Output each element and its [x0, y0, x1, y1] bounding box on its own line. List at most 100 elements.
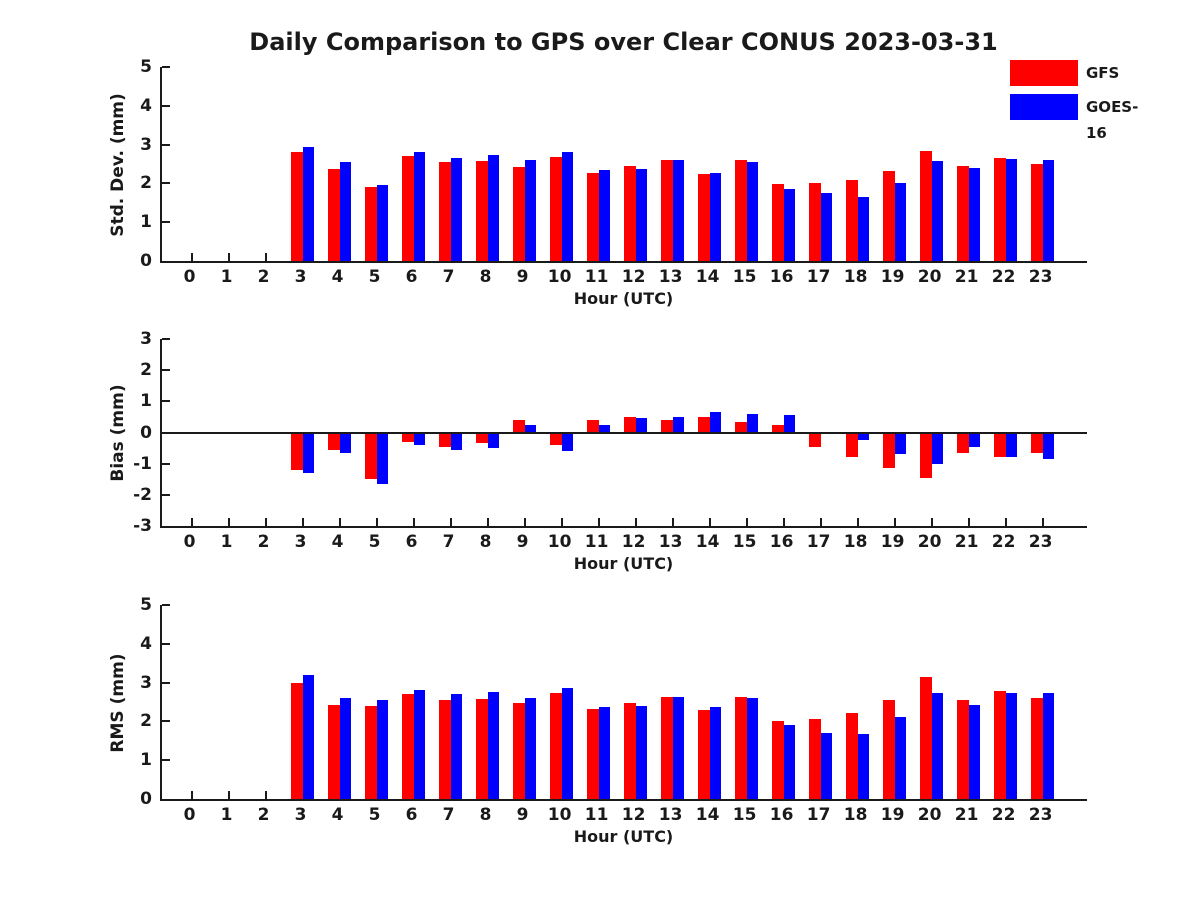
x-tick — [930, 791, 933, 799]
bar-gfs-hour-20 — [920, 432, 932, 478]
x-tick-label: 10 — [547, 805, 572, 825]
bar-gfs-hour-13 — [661, 160, 673, 261]
x-tick-label: 7 — [442, 267, 455, 287]
bar-goes-16-hour-20 — [931, 692, 944, 799]
x-tick-label: 12 — [621, 532, 646, 552]
bar-gfs-hour-5 — [365, 705, 377, 799]
x-tick — [634, 518, 637, 526]
bar-goes-16-hour-18 — [857, 432, 870, 441]
bar-goes-16-hour-22 — [1005, 159, 1018, 261]
x-tick-label: 12 — [621, 805, 646, 825]
x-tick-label: 6 — [405, 267, 418, 287]
x-tick — [708, 253, 711, 261]
bias-y-axis-label: Bias (mm) — [108, 384, 128, 482]
x-tick — [819, 518, 822, 526]
bar-goes-16-hour-12 — [635, 169, 648, 261]
bar-goes-16-hour-6 — [413, 152, 426, 261]
x-tick — [893, 253, 896, 261]
x-tick — [782, 253, 785, 261]
bar-gfs-hour-10 — [550, 157, 562, 261]
bar-gfs-hour-15 — [735, 160, 747, 261]
bar-goes-16-hour-4 — [339, 698, 352, 799]
bar-gfs-hour-17 — [809, 719, 821, 799]
bar-gfs-hour-19 — [883, 432, 895, 469]
x-tick-label: 20 — [917, 805, 942, 825]
bar-gfs-hour-4 — [328, 169, 340, 261]
bar-goes-16-hour-11 — [598, 169, 611, 261]
bar-goes-16-hour-12 — [635, 705, 648, 799]
x-tick-label: 0 — [183, 267, 196, 287]
x-tick-label: 0 — [183, 532, 196, 552]
bar-gfs-hour-11 — [587, 172, 599, 261]
bar-goes-16-hour-21 — [968, 167, 981, 261]
x-tick-label: 19 — [880, 267, 905, 287]
bar-gfs-hour-7 — [439, 700, 451, 799]
x-tick-label: 6 — [405, 805, 418, 825]
bar-goes-16-hour-17 — [820, 733, 833, 799]
bar-goes-16-hour-17 — [820, 193, 833, 261]
x-tick — [301, 518, 304, 526]
bar-goes-16-hour-16 — [783, 189, 796, 261]
bar-gfs-hour-13 — [661, 697, 673, 799]
bar-goes-16-hour-13 — [672, 416, 685, 433]
bar-goes-16-hour-6 — [413, 432, 426, 445]
y-tick-label: 1 — [140, 750, 152, 771]
y-tick — [162, 720, 170, 723]
x-tick-label: 3 — [294, 805, 307, 825]
x-tick — [301, 253, 304, 261]
bar-goes-16-hour-5 — [376, 432, 389, 484]
bar-goes-16-hour-5 — [376, 184, 389, 261]
x-tick — [597, 518, 600, 526]
x-tick — [560, 791, 563, 799]
x-tick — [893, 791, 896, 799]
y-tick-label: -3 — [133, 516, 152, 536]
bar-gfs-hour-9 — [513, 703, 525, 799]
x-tick-label: 6 — [405, 532, 418, 552]
x-tick — [523, 791, 526, 799]
bar-gfs-hour-8 — [476, 698, 488, 799]
y-tick — [162, 338, 170, 340]
y-tick-label: 5 — [140, 595, 152, 615]
bar-gfs-hour-9 — [513, 420, 525, 433]
x-tick-label: 15 — [732, 532, 757, 552]
x-tick — [523, 253, 526, 261]
bias-plot-area — [160, 338, 1087, 528]
bar-goes-16-hour-3 — [302, 432, 315, 474]
bar-gfs-hour-16 — [772, 184, 784, 261]
x-tick — [227, 253, 230, 261]
x-tick-label: 23 — [1028, 267, 1053, 287]
x-tick-label: 18 — [843, 532, 868, 552]
bar-gfs-hour-22 — [994, 158, 1006, 261]
x-tick — [486, 791, 489, 799]
x-tick-label: 21 — [954, 805, 979, 825]
x-tick — [782, 791, 785, 799]
x-tick-label: 1 — [220, 267, 233, 287]
x-tick — [449, 518, 452, 526]
x-tick-label: 20 — [917, 267, 942, 287]
bar-goes-16-hour-22 — [1005, 692, 1018, 799]
x-tick — [560, 518, 563, 526]
bar-goes-16-hour-23 — [1042, 432, 1055, 459]
x-tick — [412, 791, 415, 799]
bar-gfs-hour-23 — [1031, 698, 1043, 799]
bar-goes-16-hour-8 — [487, 155, 500, 261]
bar-gfs-hour-17 — [809, 432, 821, 447]
bar-goes-16-hour-21 — [968, 704, 981, 799]
x-tick — [375, 253, 378, 261]
bar-gfs-hour-23 — [1031, 432, 1043, 453]
x-tick-label: 2 — [257, 267, 270, 287]
bar-gfs-hour-21 — [957, 432, 969, 453]
x-tick-label: 13 — [658, 267, 683, 287]
x-tick-label: 14 — [695, 532, 720, 552]
y-tick-label: 0 — [140, 422, 152, 443]
x-tick-label: 11 — [584, 532, 609, 552]
x-tick — [967, 791, 970, 799]
bar-goes-16-hour-18 — [857, 196, 870, 261]
bar-goes-16-hour-16 — [783, 725, 796, 799]
bar-goes-16-hour-7 — [450, 158, 463, 261]
x-tick — [1004, 518, 1007, 526]
bar-gfs-hour-18 — [846, 180, 858, 261]
x-tick — [227, 518, 230, 526]
y-tick — [162, 604, 170, 606]
